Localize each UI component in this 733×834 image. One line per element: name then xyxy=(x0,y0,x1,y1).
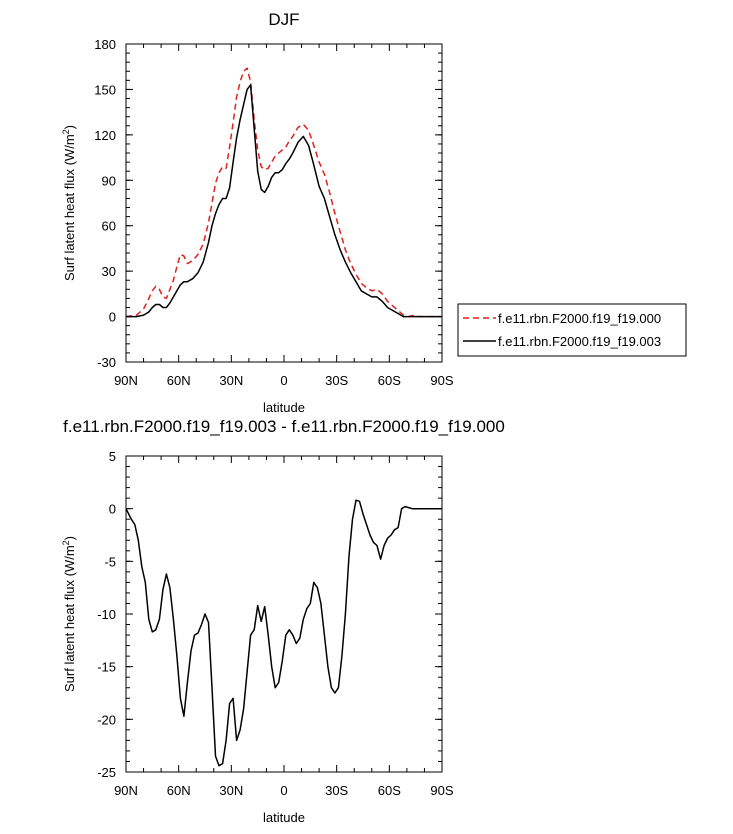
top-chart: DJF 90N 60N 30N 0 30S 60S 90S -30 0 30 60 90 120 150 1… xyxy=(61,10,687,415)
legend: f.e11.rbn.F2000.f19_f19.000 f.e11.rbn.F2… xyxy=(457,303,687,357)
bottom-y-tick-label: -15 xyxy=(97,660,116,675)
bottom-y-tick-label: 0 xyxy=(109,502,116,517)
top-y-axis-label: Surf latent heat flux (W/m2) xyxy=(61,125,77,281)
top-series-line-1 xyxy=(126,84,442,318)
bottom-y-tick-label: 5 xyxy=(109,449,116,464)
top-y-tick-label: 150 xyxy=(94,82,116,97)
bottom-y-tick-label: -10 xyxy=(97,607,116,622)
bottom-x-tick-label: 60N xyxy=(167,783,191,798)
legend-box xyxy=(457,303,687,357)
top-y-tick-label: -30 xyxy=(97,355,116,370)
bottom-x-tick-label: 0 xyxy=(280,783,287,798)
bottom-x-tick-label: 30N xyxy=(219,783,243,798)
top-x-tick-label: 90N xyxy=(114,373,138,388)
bottom-y-tick-label: -25 xyxy=(97,765,116,780)
top-x-tick-label: 0 xyxy=(280,373,287,388)
top-series-lines xyxy=(125,67,442,318)
bottom-series-line-0 xyxy=(125,499,442,767)
top-y-tick-label: 30 xyxy=(102,264,116,279)
top-y-tick-label: 60 xyxy=(102,219,116,234)
bottom-axis-ticks: 90N 60N 30N 0 30S 60S 90S -25 -20 -15 -10 -5 0 5 xyxy=(97,449,454,798)
bottom-series-lines xyxy=(125,499,442,767)
top-x-axis-label: latitude xyxy=(263,400,305,415)
bottom-x-tick-label: 30S xyxy=(325,783,348,798)
top-y-tick-label: 90 xyxy=(102,173,116,188)
top-x-tick-label: 60N xyxy=(167,373,191,388)
legend-label-series-000: f.e11.rbn.F2000.f19_f19.000 xyxy=(498,311,661,326)
bottom-x-tick-label: 90N xyxy=(114,783,138,798)
legend-label-series-003: f.e11.rbn.F2000.f19_f19.003 xyxy=(498,334,661,349)
bottom-x-axis-label: latitude xyxy=(263,810,305,825)
top-plot-frame xyxy=(125,43,443,363)
bottom-chart-title: f.e11.rbn.F2000.f19_f19.003 - f.e11.rbn.… xyxy=(63,417,505,436)
top-x-tick-label: 90S xyxy=(430,373,453,388)
top-x-tick-label: 30N xyxy=(219,373,243,388)
top-axis-ticks: 90N 60N 30N 0 30S 60S 90S -30 0 30 60 90 120 150 180 xyxy=(94,37,454,388)
top-y-tick-label: 120 xyxy=(94,128,116,143)
bottom-chart: f.e11.rbn.F2000.f19_f19.003 - f.e11.rbn.… xyxy=(61,417,505,825)
bottom-x-tick-label: 60S xyxy=(378,783,401,798)
top-x-tick-label: 30S xyxy=(325,373,348,388)
top-chart-title: DJF xyxy=(268,10,299,29)
top-x-tick-label: 60S xyxy=(378,373,401,388)
top-y-tick-label: 0 xyxy=(109,310,116,325)
top-series-line-0 xyxy=(125,67,442,318)
bottom-x-tick-label: 90S xyxy=(430,783,453,798)
bottom-y-tick-label: -20 xyxy=(97,712,116,727)
top-y-tick-label: 180 xyxy=(94,37,116,52)
bottom-y-axis-label: Surf latent heat flux (W/m2) xyxy=(61,536,77,692)
bottom-y-tick-label: -5 xyxy=(104,554,116,569)
